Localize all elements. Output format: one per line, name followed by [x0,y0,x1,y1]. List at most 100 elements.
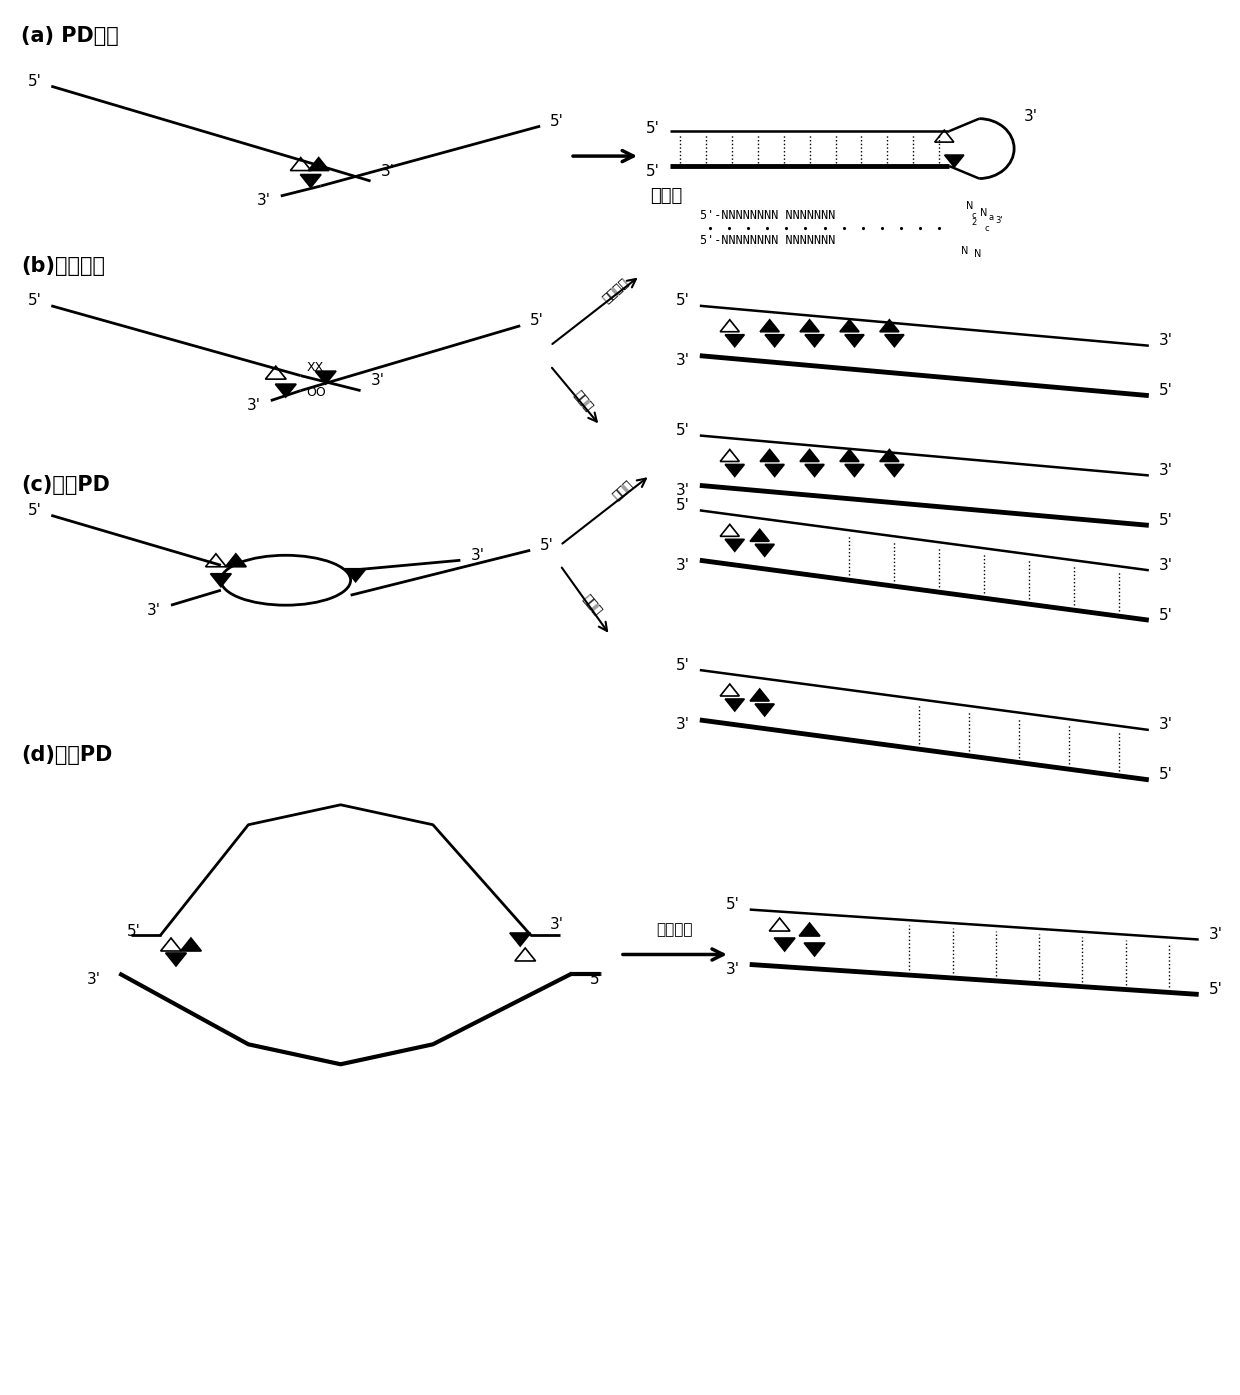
Polygon shape [885,335,904,347]
Text: 3': 3' [247,398,260,413]
Text: 5'-NNNNNNNN NNNNNNN: 5'-NNNNNNNN NNNNNNN [699,209,836,222]
Polygon shape [510,933,531,946]
Text: a: a [988,213,993,222]
Polygon shape [774,937,795,951]
Polygon shape [720,319,739,332]
Text: 3': 3' [996,216,1003,226]
Text: (a) PD机理: (a) PD机理 [21,27,119,46]
Polygon shape [800,923,820,936]
Text: 间隔更远: 间隔更远 [657,922,693,937]
Polygon shape [750,529,769,541]
Polygon shape [265,365,286,379]
Polygon shape [720,684,739,696]
Polygon shape [839,319,859,332]
Text: N: N [966,201,973,211]
Polygon shape [725,465,744,477]
Polygon shape [290,158,311,170]
Polygon shape [945,155,963,167]
Text: N: N [973,248,981,259]
Text: 3': 3' [1159,333,1173,349]
Text: 3': 3' [148,603,161,618]
Text: 5': 5' [1209,982,1223,997]
Text: 3': 3' [1024,109,1038,124]
Text: 间隔近: 间隔近 [610,478,635,502]
Text: 5': 5' [646,120,660,135]
Text: 3': 3' [1159,463,1173,478]
Text: 3': 3' [381,163,394,179]
Polygon shape [805,943,825,956]
Polygon shape [515,949,536,961]
Text: 5': 5' [551,113,564,128]
Polygon shape [161,937,181,951]
Polygon shape [769,918,790,930]
Polygon shape [720,525,739,536]
Text: 3': 3' [87,972,102,986]
Polygon shape [765,335,784,347]
Text: 5': 5' [27,293,41,308]
Polygon shape [765,465,784,477]
Polygon shape [800,319,820,332]
Text: 5': 5' [531,314,544,328]
Text: N: N [961,246,968,255]
Polygon shape [275,384,296,398]
Text: 互补性: 互补性 [570,388,594,413]
Text: 5': 5' [27,74,41,89]
Text: 5': 5' [1159,384,1173,398]
Polygon shape [750,689,769,702]
Text: 3': 3' [676,483,689,498]
Polygon shape [211,573,232,587]
Polygon shape [725,335,744,347]
Polygon shape [880,319,899,332]
Text: 5': 5' [1159,608,1173,622]
Text: 3': 3' [725,963,740,976]
Polygon shape [206,554,226,566]
Text: 5': 5' [128,923,141,939]
Text: 或示意: 或示意 [650,187,682,205]
Text: 5': 5' [1159,513,1173,527]
Polygon shape [315,371,336,384]
Polygon shape [226,554,247,566]
Polygon shape [720,449,739,462]
Polygon shape [755,544,774,557]
Text: (d)不易PD: (d)不易PD [21,745,113,764]
Polygon shape [181,937,201,951]
Polygon shape [725,699,744,711]
Text: 3': 3' [676,353,689,368]
Text: 2: 2 [972,219,977,227]
Polygon shape [885,465,904,477]
Text: 3': 3' [257,194,270,208]
Polygon shape [760,449,779,462]
Text: 3': 3' [470,548,485,562]
Text: (c)不易PD: (c)不易PD [21,476,110,495]
Polygon shape [760,319,779,332]
Polygon shape [805,335,825,347]
Text: 3': 3' [676,558,689,573]
Polygon shape [755,704,774,716]
Text: OO: OO [306,386,326,399]
Text: 5': 5' [725,897,740,912]
Text: 3': 3' [1159,717,1173,732]
Polygon shape [166,953,186,965]
Polygon shape [309,158,329,170]
Text: 互补成分: 互补成分 [600,276,631,306]
Text: 3': 3' [1159,558,1173,573]
Text: XX: XX [308,361,325,374]
Text: 3': 3' [551,917,564,932]
Polygon shape [805,465,825,477]
Text: 3': 3' [676,717,689,732]
Polygon shape [300,174,321,187]
Polygon shape [935,130,954,142]
Text: 5': 5' [590,972,604,986]
Polygon shape [345,569,366,582]
Text: 3': 3' [1209,928,1223,942]
Text: 5': 5' [676,423,689,438]
Text: 5': 5' [27,502,41,518]
Ellipse shape [221,555,351,605]
Text: 3': 3' [371,372,384,388]
Polygon shape [880,449,899,462]
Text: 5': 5' [676,293,689,308]
Text: 5': 5' [646,163,660,179]
Text: c: c [972,212,977,220]
Polygon shape [839,449,859,462]
Text: 5': 5' [676,657,689,672]
